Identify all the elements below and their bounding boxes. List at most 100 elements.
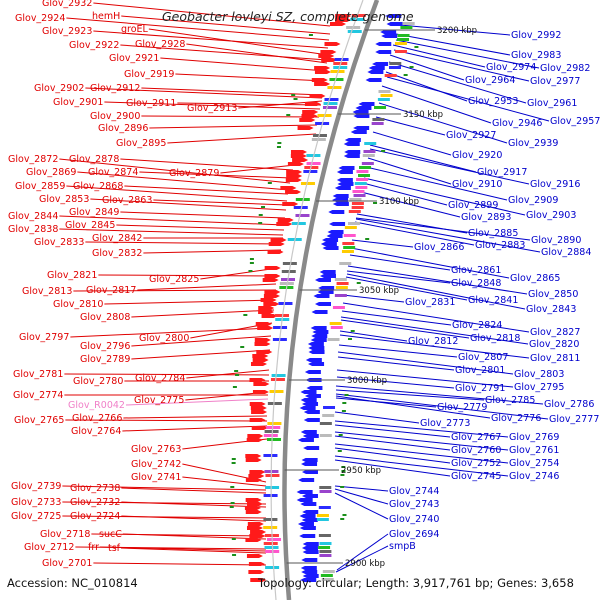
gene-label: Glov_2763	[131, 444, 181, 455]
gene-label: Glov_2818	[470, 333, 520, 344]
rna-tick	[276, 146, 281, 148]
rna-tick	[342, 402, 347, 404]
leader-line	[346, 273, 526, 310]
forward-gene-arrow	[329, 22, 346, 26]
leader-line	[363, 177, 526, 216]
reverse-gene-arrow	[332, 194, 349, 198]
backbone-arc-outer	[282, 0, 380, 600]
reverse-gene-arrow	[308, 362, 325, 366]
rna-tick	[235, 374, 240, 376]
forward-gene-arrow	[302, 110, 319, 114]
forward-gene-arrow	[253, 382, 270, 386]
gene-label: Glov_2725	[11, 511, 61, 522]
rna-tick	[240, 346, 245, 348]
reverse-gene-arrow	[303, 418, 320, 422]
reverse-gene-arrow	[355, 106, 372, 110]
rna-tick	[230, 486, 235, 488]
rna-tick	[356, 282, 361, 284]
feature-block	[264, 546, 279, 549]
leader-line	[349, 254, 451, 271]
leader-line	[334, 443, 509, 464]
gene-label: Glov_2781	[13, 369, 63, 380]
gene-label: Glov_2928	[135, 39, 185, 50]
forward-gene-arrow	[254, 338, 271, 342]
feature-block	[336, 282, 349, 285]
rna-tick	[277, 142, 282, 144]
gene-label: Glov_2738	[70, 483, 120, 494]
forward-gene-arrow	[290, 150, 307, 154]
feature-block	[263, 526, 278, 529]
forward-gene-arrow	[268, 242, 285, 246]
feature-block	[397, 34, 410, 37]
reverse-gene-arrow	[311, 334, 328, 338]
rna-tick	[350, 330, 355, 332]
reverse-gene-arrow	[297, 522, 314, 526]
reverse-gene-arrow	[353, 126, 370, 130]
feature-block	[322, 570, 335, 573]
gene-label: Glov_2902	[34, 83, 84, 94]
reverse-gene-arrow	[304, 394, 321, 398]
forward-gene-arrow	[249, 470, 266, 474]
feature-block	[333, 66, 348, 69]
feature-block	[363, 150, 376, 153]
reverse-gene-arrow	[301, 458, 318, 462]
gene-label: Glov_R0042	[68, 400, 125, 411]
leader-line	[336, 376, 455, 389]
leader-line	[335, 393, 549, 420]
leader-line	[65, 419, 268, 422]
forward-gene-arrow	[320, 50, 337, 54]
leader-line	[125, 398, 269, 406]
feature-block	[380, 94, 393, 97]
gene-label: Glov_2746	[509, 471, 559, 482]
leader-line	[334, 488, 389, 505]
reverse-gene-arrow	[302, 550, 319, 554]
feature-block	[319, 550, 332, 553]
leader-line	[120, 44, 328, 61]
reverse-gene-arrow	[322, 238, 339, 242]
gene-label: Glov_2795	[514, 382, 564, 393]
gene-label: Glov_2764	[71, 426, 121, 437]
feature-block	[378, 90, 391, 93]
leader-line	[90, 198, 287, 211]
reverse-gene-arrow	[297, 438, 314, 442]
leader-line	[386, 76, 550, 122]
forward-gene-arrow	[249, 534, 266, 538]
reverse-gene-arrow	[314, 278, 331, 282]
forward-gene-arrow	[276, 222, 293, 226]
leader-line	[121, 515, 267, 522]
leader-line	[99, 546, 267, 552]
leader-line	[122, 533, 267, 540]
gene-label: Glov_2841	[468, 295, 518, 306]
forward-gene-arrow	[324, 42, 341, 46]
forward-gene-arrow	[314, 82, 331, 86]
feature-block	[372, 118, 385, 121]
leader-line	[360, 191, 461, 218]
leader-line	[186, 43, 328, 64]
leader-line	[64, 373, 270, 376]
reverse-gene-arrow	[343, 154, 360, 158]
forward-gene-arrow	[263, 302, 280, 306]
feature-block	[349, 198, 362, 201]
feature-block	[263, 542, 278, 545]
feature-block	[388, 66, 401, 69]
rna-tick	[340, 518, 345, 520]
forward-gene-arrow	[304, 102, 321, 106]
gene-label: Glov_2745	[451, 471, 501, 482]
feature-block	[355, 186, 368, 189]
reverse-gene-arrow	[306, 386, 323, 390]
forward-gene-arrow	[250, 362, 267, 366]
reverse-gene-arrow	[302, 434, 319, 438]
feature-block	[352, 190, 365, 193]
reverse-gene-arrow	[320, 242, 337, 246]
gene-label: Glov_2939	[508, 138, 558, 149]
feature-block	[295, 214, 310, 217]
feature-block	[335, 286, 348, 289]
forward-gene-arrow	[244, 506, 261, 510]
gene-label: Glov_2743	[389, 499, 439, 510]
feature-block	[267, 422, 282, 425]
reverse-gene-arrow	[296, 490, 313, 494]
feature-block	[322, 106, 337, 109]
gene-label: Glov_2844	[8, 211, 58, 222]
leader-line	[340, 319, 470, 339]
